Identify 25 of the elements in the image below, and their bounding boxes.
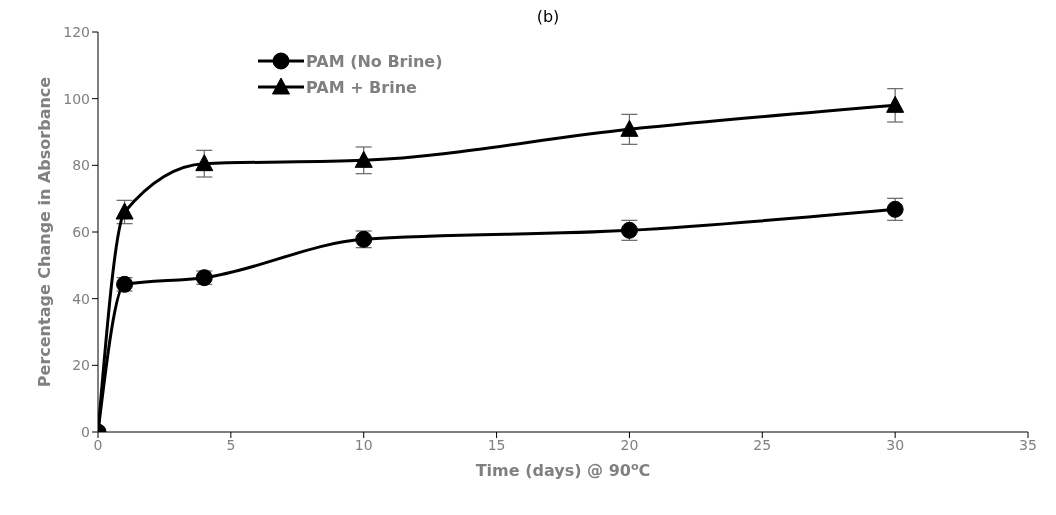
point [886,95,905,113]
x-tick-label: 10 [354,436,373,453]
x-tick-label: 15 [487,436,506,453]
y-axis-title: Percentage Change in Absorbance [35,76,54,388]
point [115,202,134,220]
y-tick-label: 60 [72,223,90,240]
point [620,119,639,137]
x-tick-label: 30 [886,436,905,453]
x-axis-title: Time (days) @ 90$^{o}$C [475,459,651,480]
y-tick-label: 0 [81,423,90,440]
x-tick-label: 20 [620,436,639,453]
y-tick-label: 80 [72,157,90,174]
chart-title: (b) [536,7,560,26]
x-tick-label: 35 [1019,436,1037,453]
point [195,154,214,172]
y-tick-label: 40 [72,290,90,307]
y-tick-label: 120 [63,23,90,40]
y-tick-label: 20 [72,357,90,374]
legend-label: PAM + Brine [306,77,417,97]
x-tick-label: 5 [226,436,236,453]
point [354,150,373,168]
x-tick-label: 0 [93,436,103,453]
x-tick-label: 25 [753,436,772,453]
y-tick-label: 100 [63,90,90,107]
legend-label: PAM (No Brine) [306,51,443,71]
